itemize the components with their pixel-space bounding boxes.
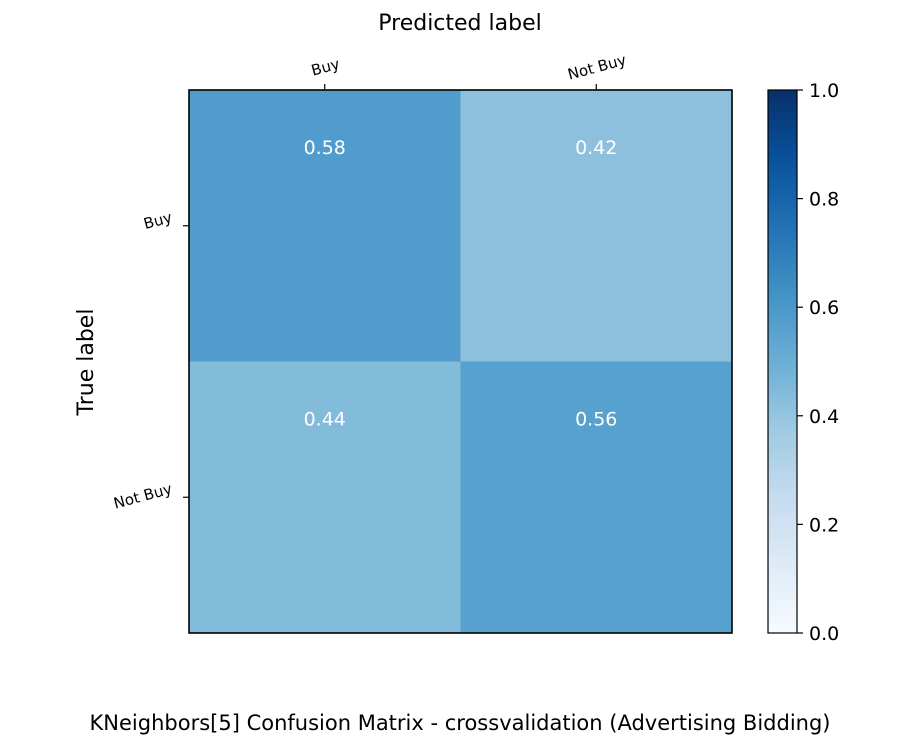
y-tick-label: Buy (142, 208, 174, 233)
heatmap-cell (189, 361, 461, 633)
colorbar-tick-label: 0.4 (809, 406, 839, 428)
colorbar-tick-label: 0.6 (809, 297, 839, 319)
cell-value-label: 0.58 (304, 137, 346, 159)
heatmap-cell (189, 90, 461, 362)
cell-value-label: 0.56 (575, 408, 617, 430)
cell-value-label: 0.42 (575, 137, 617, 159)
y-axis-title: True label (74, 309, 99, 417)
heatmap-cell (460, 90, 732, 362)
chart-caption: KNeighbors[5] Confusion Matrix - crossva… (90, 711, 831, 735)
x-tick-label: Buy (309, 55, 341, 80)
cell-value-label: 0.44 (304, 408, 346, 430)
heatmap-cells: 0.58 0.42 0.44 0.56 (189, 90, 732, 633)
colorbar-tick-label: 0.2 (809, 514, 839, 536)
x-ticks: Buy Not Buy (309, 51, 628, 90)
heatmap-cell (460, 361, 732, 633)
x-axis-title: Predicted label (378, 11, 541, 36)
colorbar (767, 89, 798, 634)
y-tick-label: Not Buy (112, 480, 174, 513)
y-ticks: Buy Not Buy (112, 208, 189, 513)
colorbar-ticks: 0.0 0.2 0.4 0.6 0.8 1.0 (797, 80, 839, 645)
plot-frame (188, 89, 733, 634)
colorbar-tick-label: 0.0 (809, 623, 839, 645)
x-tick-label: Not Buy (566, 51, 628, 84)
colorbar-tick-label: 0.8 (809, 189, 839, 211)
colorbar-tick-label: 1.0 (809, 80, 839, 102)
